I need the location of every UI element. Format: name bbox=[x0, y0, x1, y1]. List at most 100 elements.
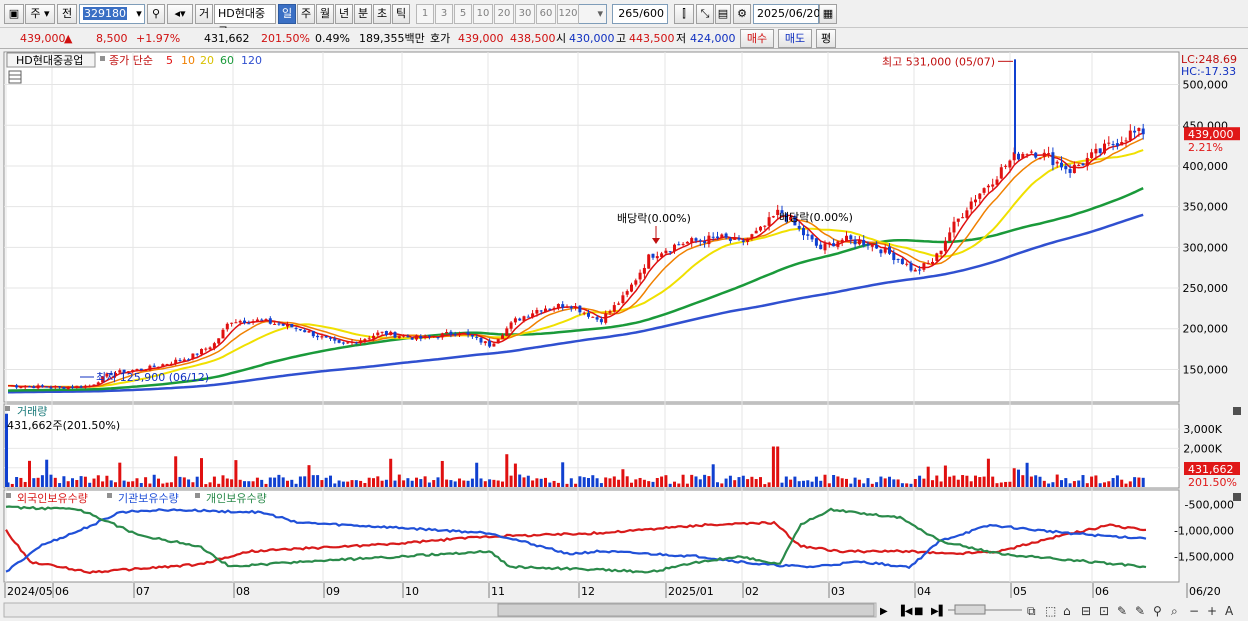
copy-icon[interactable]: ⧉ bbox=[1027, 604, 1036, 618]
candle-body bbox=[612, 305, 616, 312]
zoom-out-icon[interactable]: − bbox=[1189, 604, 1199, 618]
volume-bar bbox=[823, 474, 827, 487]
scroll-right-icon[interactable]: ▶ bbox=[880, 606, 888, 617]
font-icon[interactable]: A bbox=[1225, 604, 1234, 618]
volume-bar bbox=[638, 477, 642, 487]
stock-code-input[interactable]: 329180 bbox=[79, 4, 145, 24]
candle-body bbox=[1051, 152, 1055, 166]
candle-body bbox=[913, 269, 917, 272]
volume-bar bbox=[535, 478, 539, 487]
stop-icon[interactable]: ■ bbox=[914, 606, 923, 617]
volume-bar bbox=[1004, 481, 1008, 487]
search-icon[interactable]: ⚲ bbox=[1153, 604, 1162, 618]
candle-body bbox=[1094, 148, 1098, 154]
box-icon[interactable]: ⊡ bbox=[1099, 604, 1109, 618]
ma-period-20[interactable]: 20 bbox=[200, 54, 214, 67]
prev-button[interactable]: 전 bbox=[57, 4, 77, 24]
holdings-panel bbox=[3, 489, 1180, 583]
period-button-1[interactable]: 주 bbox=[297, 4, 315, 24]
zoom-icon[interactable]: ⌕ bbox=[1171, 604, 1178, 618]
zoom-slider-handle[interactable] bbox=[954, 604, 986, 615]
candle-body bbox=[892, 253, 896, 261]
last-icon[interactable]: ▶▌ bbox=[931, 604, 946, 617]
speaker-icon[interactable]: ◂▾ bbox=[167, 4, 193, 24]
period-button-5[interactable]: 초 bbox=[373, 4, 391, 24]
candle-body bbox=[677, 244, 681, 246]
ma-period-120[interactable]: 120 bbox=[241, 54, 262, 67]
pen-icon[interactable]: ✎ bbox=[1117, 604, 1127, 618]
save-icon[interactable]: ▤ bbox=[715, 4, 731, 24]
holdings-legend-2[interactable]: 개인보유수량 bbox=[206, 492, 267, 505]
candle-body bbox=[397, 336, 401, 339]
holdings-legend-1[interactable]: 기관보유수량 bbox=[118, 492, 179, 505]
minus-box-icon[interactable]: ⊟ bbox=[1081, 604, 1091, 618]
candle-body bbox=[92, 384, 96, 386]
close-icon[interactable] bbox=[1233, 407, 1241, 415]
buy-button[interactable]: 매수 bbox=[740, 29, 774, 48]
candle-body bbox=[716, 236, 719, 238]
trade-button[interactable]: 거 bbox=[195, 4, 213, 24]
minute-button-1[interactable]: 1 bbox=[416, 4, 434, 24]
x-tick-label: 06 bbox=[1095, 585, 1109, 598]
period-button-4[interactable]: 분 bbox=[354, 4, 372, 24]
minute-button-5[interactable]: 5 bbox=[454, 4, 472, 24]
minute-button-60[interactable]: 60 bbox=[536, 4, 556, 24]
minute-button-10[interactable]: 10 bbox=[473, 4, 493, 24]
search-icon[interactable]: ⚲ bbox=[147, 4, 165, 24]
minute-button-20[interactable]: 20 bbox=[494, 4, 514, 24]
volume-bar bbox=[363, 482, 367, 487]
zoom-in-icon[interactable]: + bbox=[1207, 604, 1217, 618]
volume-bar bbox=[526, 475, 530, 487]
home-icon[interactable]: ⌂ bbox=[1063, 604, 1071, 618]
volume-bar bbox=[900, 483, 904, 487]
candle-body bbox=[109, 372, 113, 375]
candle-body bbox=[415, 335, 418, 340]
candle-type-icon[interactable]: ⫿ bbox=[674, 4, 694, 24]
holdings-legend-0[interactable]: 외국인보유수량 bbox=[17, 492, 88, 505]
pen-alt-icon[interactable]: ✎ bbox=[1135, 604, 1145, 618]
sell-button[interactable]: 매도 bbox=[778, 29, 812, 48]
candle-body bbox=[28, 386, 31, 388]
scrollbar-thumb[interactable] bbox=[497, 603, 875, 617]
ma-period-60[interactable]: 60 bbox=[220, 54, 234, 67]
volume-bar bbox=[273, 477, 277, 487]
candle-body bbox=[599, 319, 603, 323]
volume-bar bbox=[642, 479, 646, 487]
candle-body bbox=[978, 193, 982, 199]
minute-button-30[interactable]: 30 bbox=[515, 4, 535, 24]
candle-body bbox=[268, 318, 272, 324]
volume-bar bbox=[703, 474, 707, 487]
minute-button-3[interactable]: 3 bbox=[435, 4, 453, 24]
ma-period-5[interactable]: 5 bbox=[166, 54, 173, 67]
code-type-dropdown[interactable]: 주 ▾ bbox=[25, 4, 55, 24]
frame-icon[interactable]: ⬚ bbox=[1045, 604, 1056, 618]
period-button-3[interactable]: 년 bbox=[335, 4, 353, 24]
eval-button[interactable]: 평 bbox=[816, 29, 836, 48]
gear-icon[interactable]: ⚙ bbox=[733, 4, 751, 24]
candle-body bbox=[733, 237, 737, 240]
period-button-6[interactable]: 틱 bbox=[392, 4, 410, 24]
candle-body bbox=[698, 240, 702, 242]
layout-icon[interactable]: ▣ bbox=[4, 4, 24, 24]
volume-bar bbox=[776, 446, 780, 487]
x-tick-label: 06 bbox=[55, 585, 69, 598]
first-icon[interactable]: ▐◀ bbox=[897, 604, 913, 617]
candle-body bbox=[277, 323, 281, 325]
volume-bar bbox=[1077, 480, 1081, 487]
draw-tool-icon[interactable]: ⤡ bbox=[696, 4, 714, 24]
date-input[interactable]: 2025/06/20 bbox=[753, 4, 820, 24]
volume-bar bbox=[926, 466, 930, 487]
chevron-down-icon[interactable]: ▾ bbox=[136, 7, 142, 20]
chart-canvas[interactable]: 500,000450,000400,000350,000300,000250,0… bbox=[0, 50, 1248, 621]
table-icon[interactable] bbox=[8, 70, 22, 84]
count-input[interactable]: 265/600 bbox=[612, 4, 668, 24]
candle-body bbox=[552, 307, 556, 309]
volume-bar bbox=[449, 480, 453, 487]
close-icon[interactable] bbox=[1233, 493, 1241, 501]
volume-bar bbox=[58, 483, 62, 487]
ma-period-10[interactable]: 10 bbox=[181, 54, 195, 67]
period-button-0[interactable]: 일 bbox=[278, 4, 296, 24]
calendar-icon[interactable]: ▦ bbox=[819, 4, 837, 24]
period-button-2[interactable]: 월 bbox=[316, 4, 334, 24]
minute-button-120[interactable]: 120 bbox=[557, 4, 579, 24]
